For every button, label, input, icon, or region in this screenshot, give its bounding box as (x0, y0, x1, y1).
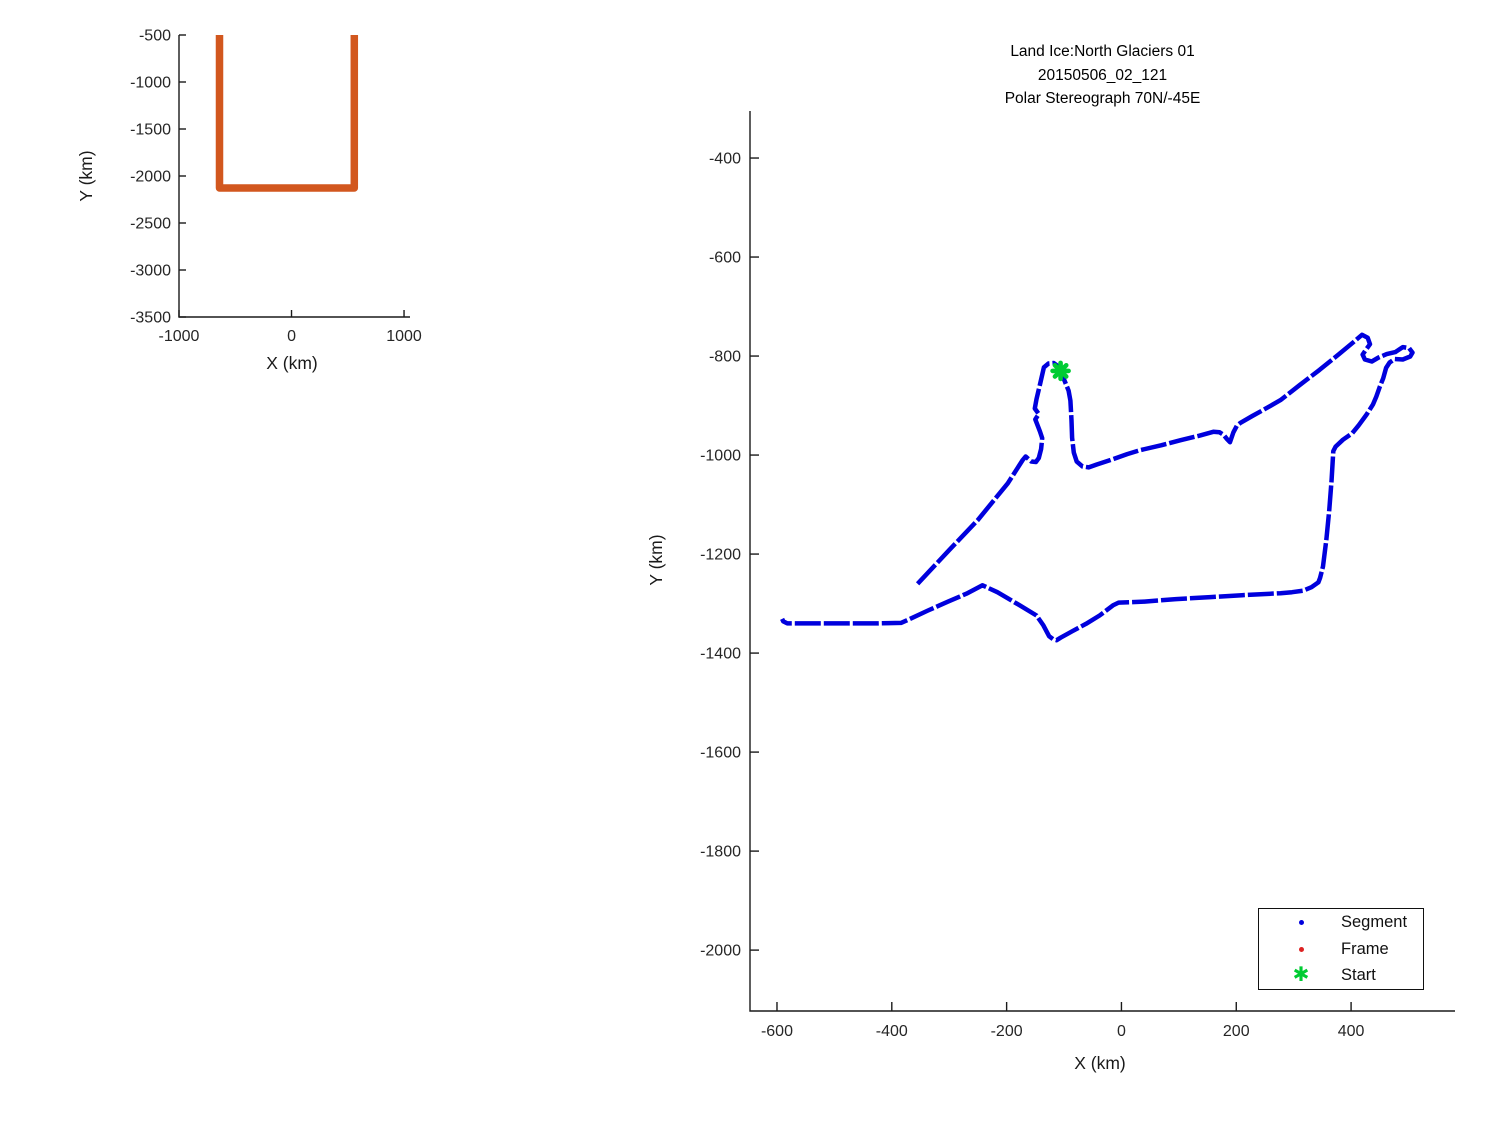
svg-text:-1600: -1600 (700, 745, 741, 762)
svg-text:-1000: -1000 (159, 328, 200, 345)
svg-text:-200: -200 (991, 1023, 1023, 1040)
overview-x-axis-label: X (km) (266, 353, 318, 373)
legend: Segment Frame ✱ Start (1258, 908, 1424, 990)
svg-text:-600: -600 (709, 250, 741, 267)
svg-text:-2000: -2000 (130, 169, 171, 186)
frame-dot-icon (1289, 946, 1313, 952)
svg-text:-500: -500 (139, 28, 171, 45)
svg-text:-1000: -1000 (130, 75, 171, 92)
svg-text:-1500: -1500 (130, 122, 171, 139)
svg-text:-800: -800 (709, 349, 741, 366)
legend-item-segment: Segment (1259, 910, 1423, 935)
svg-text:0: 0 (287, 328, 296, 345)
svg-text:-2000: -2000 (700, 943, 741, 960)
mission-overview-track (215, 35, 359, 192)
title-line-projection: Polar Stereograph 70N/-45E (1004, 90, 1201, 107)
svg-text:-2500: -2500 (130, 216, 171, 233)
svg-text:-3000: -3000 (130, 263, 171, 280)
main-y-axis-label: Y (km) (646, 534, 666, 586)
legend-label-frame: Frame (1341, 939, 1389, 958)
svg-text:-1200: -1200 (700, 547, 741, 564)
svg-text:1000: 1000 (386, 328, 422, 345)
svg-text:400: 400 (1338, 1023, 1365, 1040)
svg-text:-400: -400 (709, 151, 741, 168)
svg-text:-400: -400 (876, 1023, 908, 1040)
start-marker (1050, 360, 1071, 382)
legend-label-segment: Segment (1341, 913, 1408, 932)
legend-label-start: Start (1341, 965, 1376, 984)
segment-dot-icon (1289, 920, 1313, 926)
svg-text:-1800: -1800 (700, 844, 741, 861)
title-line-flight-id: 20150506_02_121 (1037, 66, 1168, 84)
legend-item-start: ✱ Start (1259, 963, 1423, 988)
svg-text:-3500: -3500 (130, 310, 171, 327)
main-x-axis-label: X (km) (1074, 1053, 1126, 1073)
svg-text:200: 200 (1223, 1023, 1250, 1040)
svg-text:0: 0 (1117, 1023, 1126, 1040)
flight-track-chart: -600 -400 -200 0 200 400-400-600-800-1000-120… (700, 111, 1455, 1040)
segment-track (780, 332, 1415, 643)
start-star-icon: ✱ (1292, 964, 1310, 987)
main-chart-title: Land Ice:North Glaciers 01 20150506_02_1… (750, 40, 1455, 111)
svg-text:-1400: -1400 (700, 646, 741, 663)
svg-text:-1000: -1000 (700, 448, 741, 465)
title-line-campaign: Land Ice:North Glaciers 01 (1010, 43, 1195, 60)
legend-item-frame: Frame (1259, 937, 1423, 962)
overview-y-axis-label: Y (km) (76, 150, 96, 202)
overview-track-chart: -1000 0 1000 -500 -1000 -1500 -2000 -2500 -3000 -… (130, 28, 422, 346)
svg-text:-600: -600 (761, 1023, 793, 1040)
